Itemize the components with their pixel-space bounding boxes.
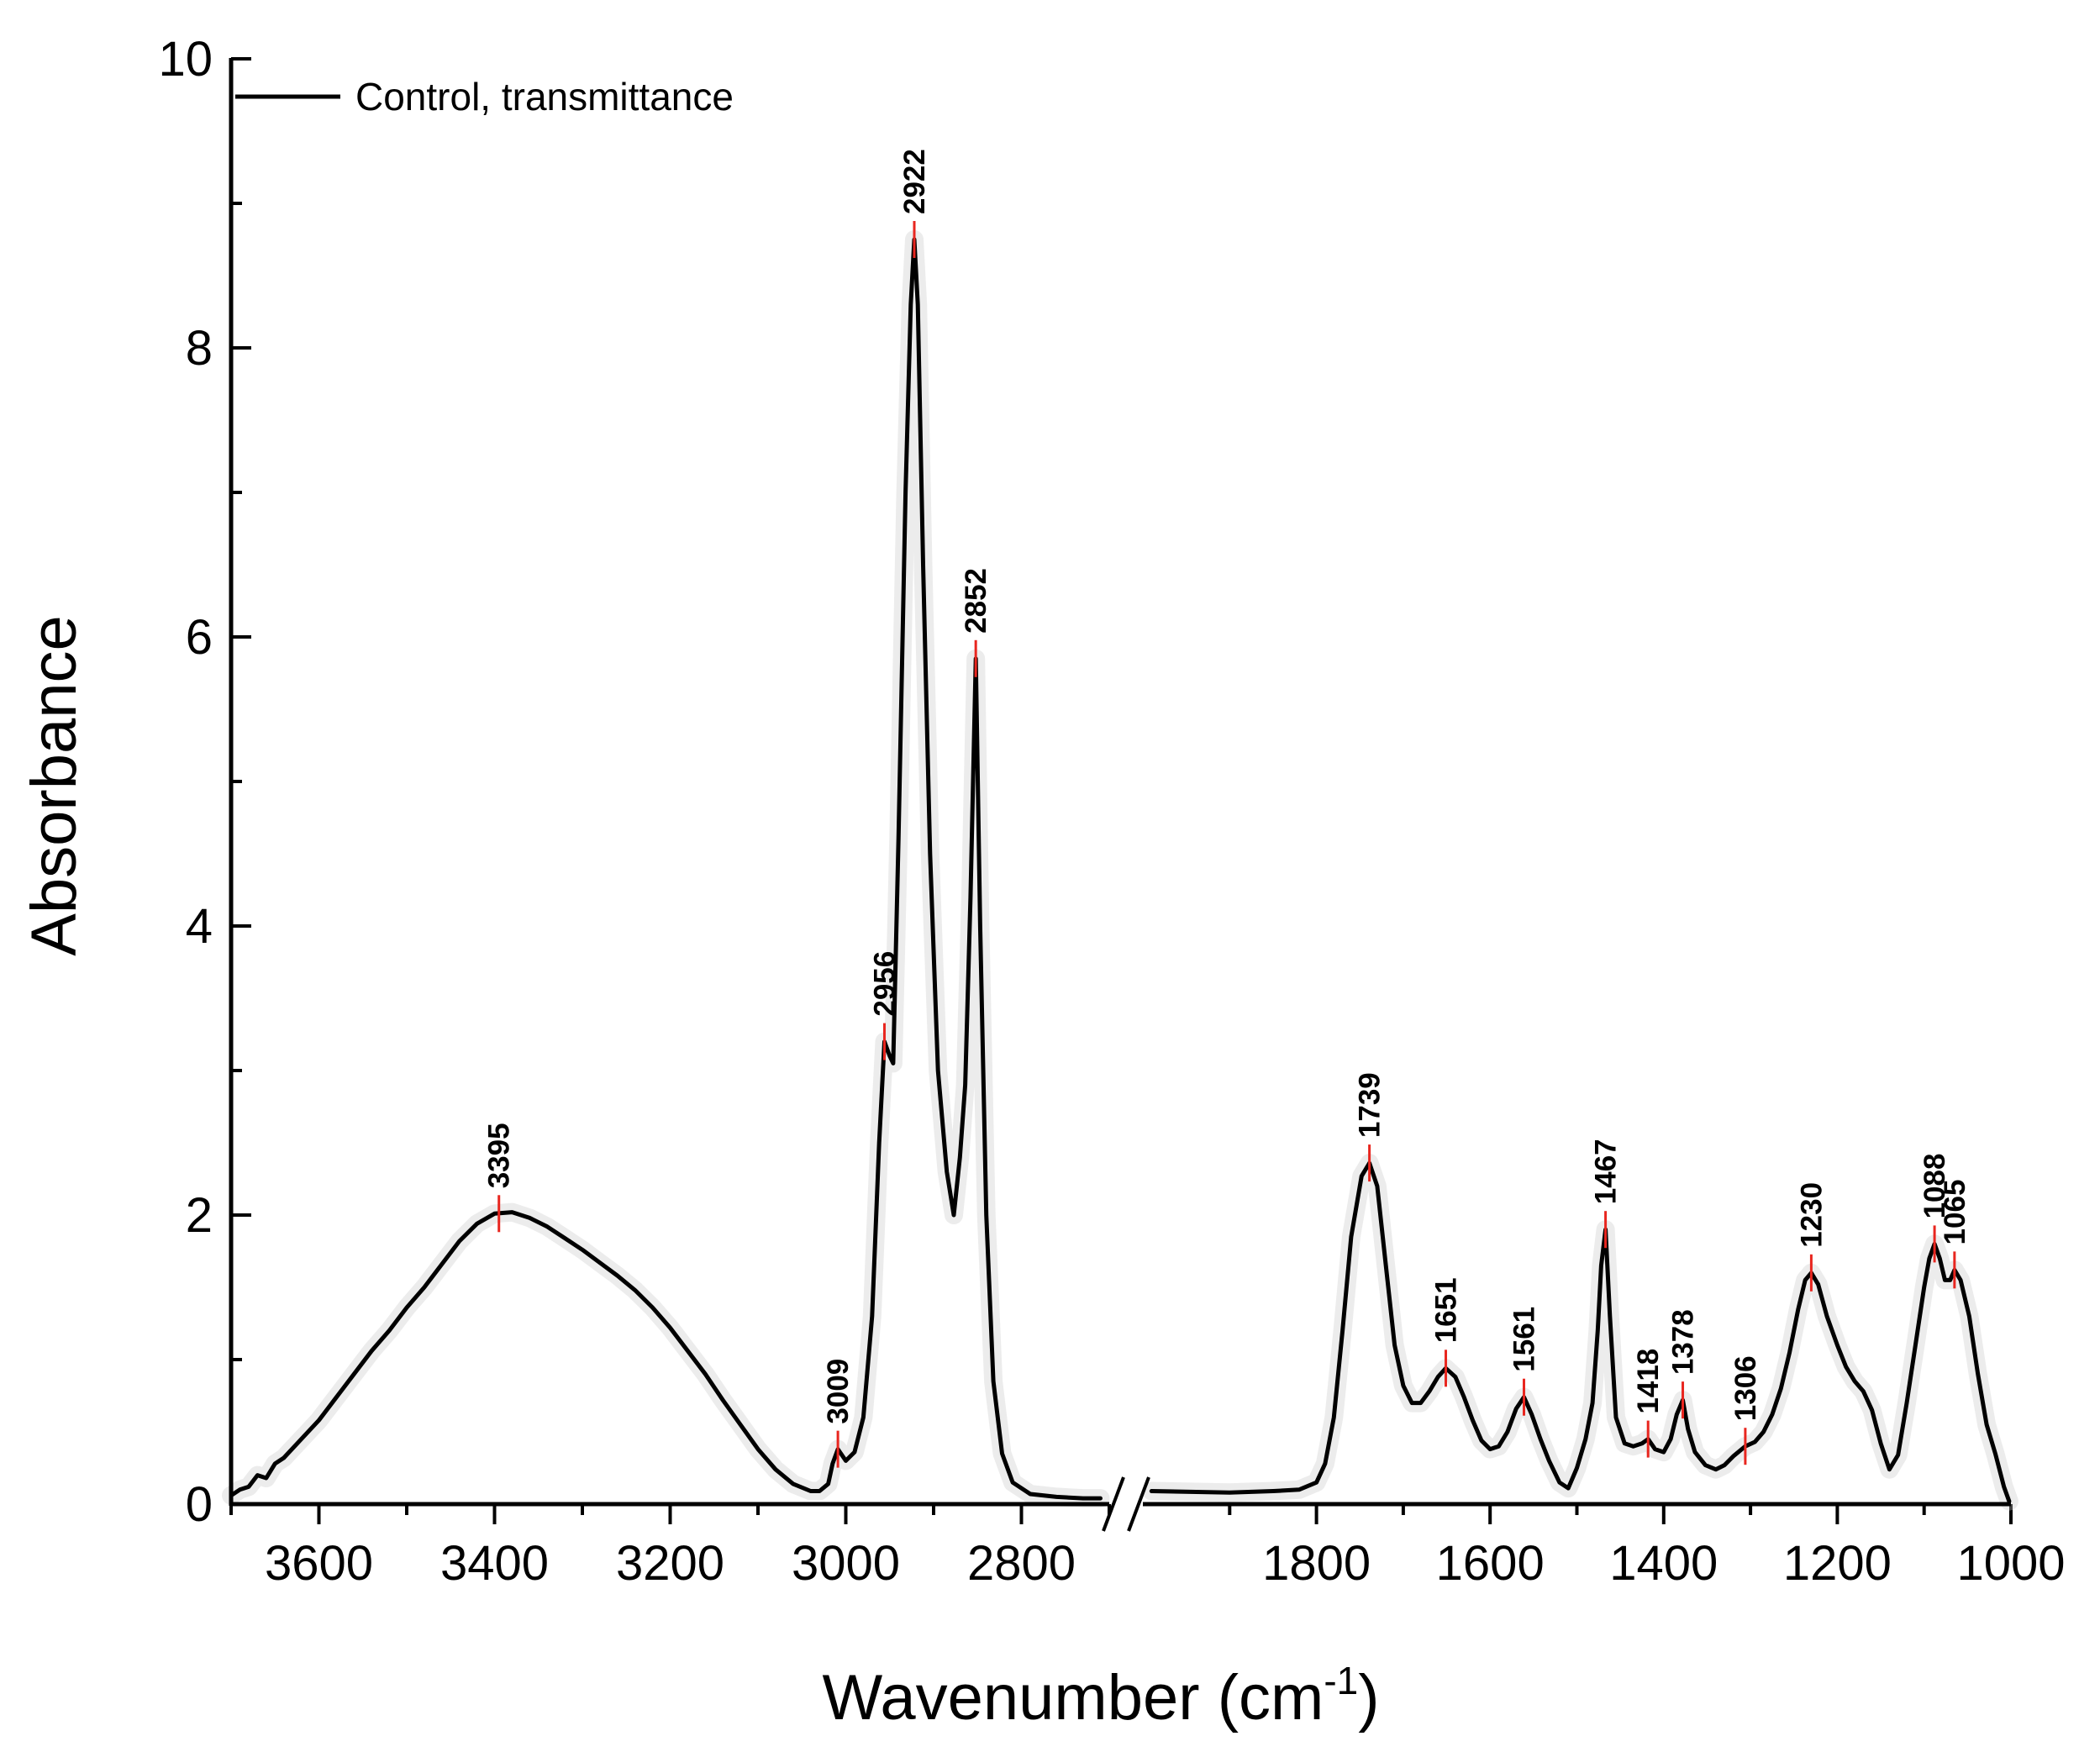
x-tick-label: 1200 xyxy=(1783,1536,1892,1591)
axis-break-mark xyxy=(1127,1476,1150,1532)
x-axis-ticks: 3600 3400 3200 3000 2800 1800 1600 1400 1200 1000 xyxy=(229,1504,2066,1591)
series-line-segment xyxy=(1149,1160,2012,1504)
peak-label: 1418 xyxy=(1632,1349,1665,1414)
y-tick-label: 8 xyxy=(186,321,213,376)
x-tick-label: 1600 xyxy=(1436,1536,1545,1591)
peak-label: 2852 xyxy=(960,568,992,634)
y-tick-label: 10 xyxy=(158,32,213,87)
peak-label: 2922 xyxy=(898,149,931,214)
x-axis-title: Wavenumber (cm-1) xyxy=(822,1659,1379,1734)
y-axis-ticks: 0 2 4 6 8 10 xyxy=(158,32,251,1532)
x-axis-title-main: Wavenumber (cm xyxy=(822,1662,1324,1734)
x-tick-label: 1800 xyxy=(1262,1536,1371,1591)
y-tick-label: 2 xyxy=(186,1188,213,1243)
peak-label: 1306 xyxy=(1729,1355,1762,1421)
x-tick-label: 3000 xyxy=(792,1536,900,1591)
peak-label: 2956 xyxy=(869,951,902,1017)
legend-entry: Control, transmittance xyxy=(355,75,734,118)
x-axis-title-superscript: -1 xyxy=(1324,1659,1358,1702)
series-layer xyxy=(222,230,2018,1511)
series-line-segment xyxy=(229,237,1103,1501)
peak-label: 1065 xyxy=(1939,1180,1971,1245)
y-tick-label: 4 xyxy=(186,899,213,954)
axis-break-mark xyxy=(1102,1476,1125,1532)
peak-label: 1088 xyxy=(1918,1154,1951,1219)
peak-label: 1561 xyxy=(1508,1307,1541,1372)
peak-label: 3009 xyxy=(822,1359,855,1424)
y-tick-label: 6 xyxy=(186,610,213,665)
x-tick-label: 1400 xyxy=(1609,1536,1718,1591)
peak-label: 1651 xyxy=(1430,1277,1463,1343)
legend: Control, transmittance xyxy=(235,75,734,118)
x-tick-label: 3400 xyxy=(440,1536,549,1591)
axes xyxy=(229,58,2011,1532)
peak-label: 3395 xyxy=(483,1123,516,1188)
x-tick-label: 1000 xyxy=(1956,1536,2065,1591)
peak-label: 1378 xyxy=(1666,1309,1699,1375)
x-axis-title-close: ) xyxy=(1358,1662,1379,1734)
peak-label: 1230 xyxy=(1795,1182,1828,1248)
y-axis-title: Absorbance xyxy=(18,615,90,956)
y-tick-label: 0 xyxy=(186,1477,213,1532)
peak-label: 1739 xyxy=(1354,1072,1387,1138)
peak-label: 1467 xyxy=(1590,1139,1623,1204)
peak-markers: 3395 3009 2956 2922 2852 1739 1651 1561 1467 1418… xyxy=(483,149,1971,1468)
x-tick-label: 2800 xyxy=(967,1536,1076,1591)
x-tick-label: 3600 xyxy=(265,1536,373,1591)
x-tick-label: 3200 xyxy=(616,1536,724,1591)
